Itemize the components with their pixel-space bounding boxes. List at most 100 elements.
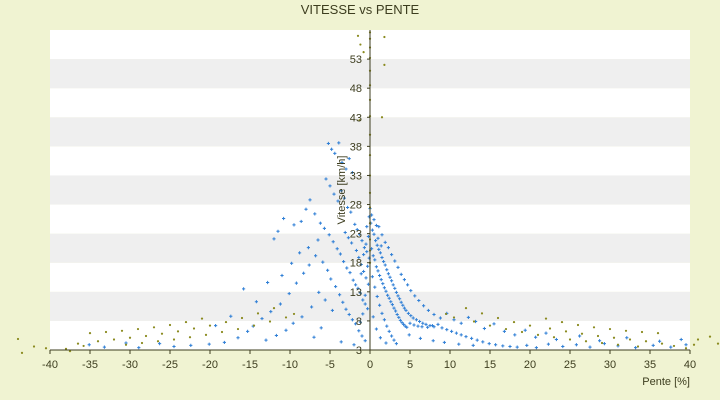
data-point bbox=[144, 334, 148, 338]
data-point bbox=[112, 338, 116, 341]
data-point bbox=[236, 327, 240, 331]
data-point bbox=[624, 329, 628, 332]
data-point bbox=[246, 329, 250, 333]
data-point bbox=[340, 161, 344, 165]
data-point bbox=[314, 254, 318, 258]
data-point bbox=[375, 243, 379, 247]
data-point bbox=[264, 338, 268, 342]
data-point bbox=[336, 199, 340, 203]
data-point bbox=[292, 312, 296, 316]
data-point bbox=[278, 302, 282, 306]
data-point bbox=[299, 219, 303, 224]
data-point bbox=[374, 265, 378, 269]
data-point bbox=[401, 303, 405, 307]
data-point bbox=[208, 324, 212, 327]
data-point bbox=[347, 156, 351, 161]
data-point bbox=[552, 336, 556, 339]
data-point bbox=[362, 246, 366, 250]
data-point bbox=[96, 340, 100, 343]
data-point bbox=[393, 259, 397, 263]
data-point bbox=[272, 237, 276, 241]
data-point bbox=[487, 342, 491, 346]
data-point bbox=[321, 260, 325, 264]
data-point bbox=[376, 236, 380, 240]
data-point bbox=[436, 322, 440, 326]
data-point bbox=[345, 266, 349, 270]
data-point bbox=[381, 282, 385, 286]
data-point bbox=[528, 324, 532, 327]
data-point bbox=[347, 312, 351, 317]
data-point bbox=[612, 336, 616, 339]
x-tick-label: 15 bbox=[484, 359, 496, 371]
data-point bbox=[399, 272, 403, 276]
data-point bbox=[357, 255, 361, 260]
data-point bbox=[406, 311, 410, 315]
data-point bbox=[501, 344, 505, 348]
data-point bbox=[269, 310, 273, 314]
data-point bbox=[656, 332, 660, 335]
data-point bbox=[496, 316, 500, 320]
data-point bbox=[692, 343, 696, 346]
data-point bbox=[525, 343, 529, 347]
data-point bbox=[450, 329, 454, 333]
x-tick-label: 20 bbox=[524, 359, 536, 371]
data-point bbox=[404, 308, 408, 313]
data-point bbox=[370, 275, 374, 279]
x-tick-label: 25 bbox=[564, 359, 576, 371]
x-tick-label: -25 bbox=[162, 359, 178, 371]
data-point bbox=[274, 333, 278, 338]
data-point bbox=[371, 315, 375, 319]
data-point bbox=[266, 280, 270, 285]
data-point bbox=[390, 252, 394, 257]
data-point bbox=[319, 326, 323, 330]
data-point bbox=[554, 337, 558, 342]
chart-title: VITESSE vs PENTE bbox=[301, 2, 420, 17]
data-point bbox=[394, 309, 398, 313]
data-point bbox=[287, 291, 291, 296]
data-point bbox=[445, 328, 449, 332]
data-point bbox=[640, 330, 644, 334]
data-point bbox=[600, 341, 604, 345]
data-point bbox=[308, 198, 312, 202]
data-point bbox=[358, 232, 362, 236]
data-point bbox=[548, 327, 552, 330]
data-point bbox=[350, 318, 354, 322]
data-point bbox=[366, 307, 370, 311]
data-point bbox=[376, 269, 380, 273]
data-point bbox=[396, 294, 400, 298]
data-point bbox=[716, 342, 720, 345]
data-point bbox=[383, 63, 386, 67]
data-point bbox=[388, 275, 392, 279]
data-point bbox=[399, 300, 403, 304]
data-point bbox=[395, 312, 399, 317]
data-point bbox=[322, 226, 326, 230]
data-point bbox=[252, 324, 256, 327]
data-point bbox=[480, 312, 484, 315]
data-point bbox=[360, 334, 364, 338]
x-tick-label: 35 bbox=[644, 359, 656, 371]
y-tick-label: 53 bbox=[350, 54, 362, 66]
data-point bbox=[353, 222, 357, 226]
data-point bbox=[561, 344, 565, 349]
data-point bbox=[515, 345, 519, 349]
data-point bbox=[382, 286, 386, 290]
data-point bbox=[409, 314, 413, 318]
data-point bbox=[568, 338, 572, 341]
data-point bbox=[222, 340, 226, 345]
data-point bbox=[628, 338, 632, 341]
data-point bbox=[350, 241, 354, 245]
data-point bbox=[356, 34, 360, 37]
data-point bbox=[357, 329, 361, 333]
data-point bbox=[290, 261, 294, 265]
data-point bbox=[420, 325, 424, 329]
data-point bbox=[470, 336, 474, 340]
data-point bbox=[394, 290, 398, 294]
data-point bbox=[32, 345, 36, 348]
data-point bbox=[373, 285, 377, 289]
data-point bbox=[464, 335, 468, 339]
data-point bbox=[386, 272, 390, 276]
x-tick-label: 10 bbox=[444, 359, 456, 371]
data-point bbox=[660, 342, 664, 345]
data-point bbox=[383, 240, 387, 244]
